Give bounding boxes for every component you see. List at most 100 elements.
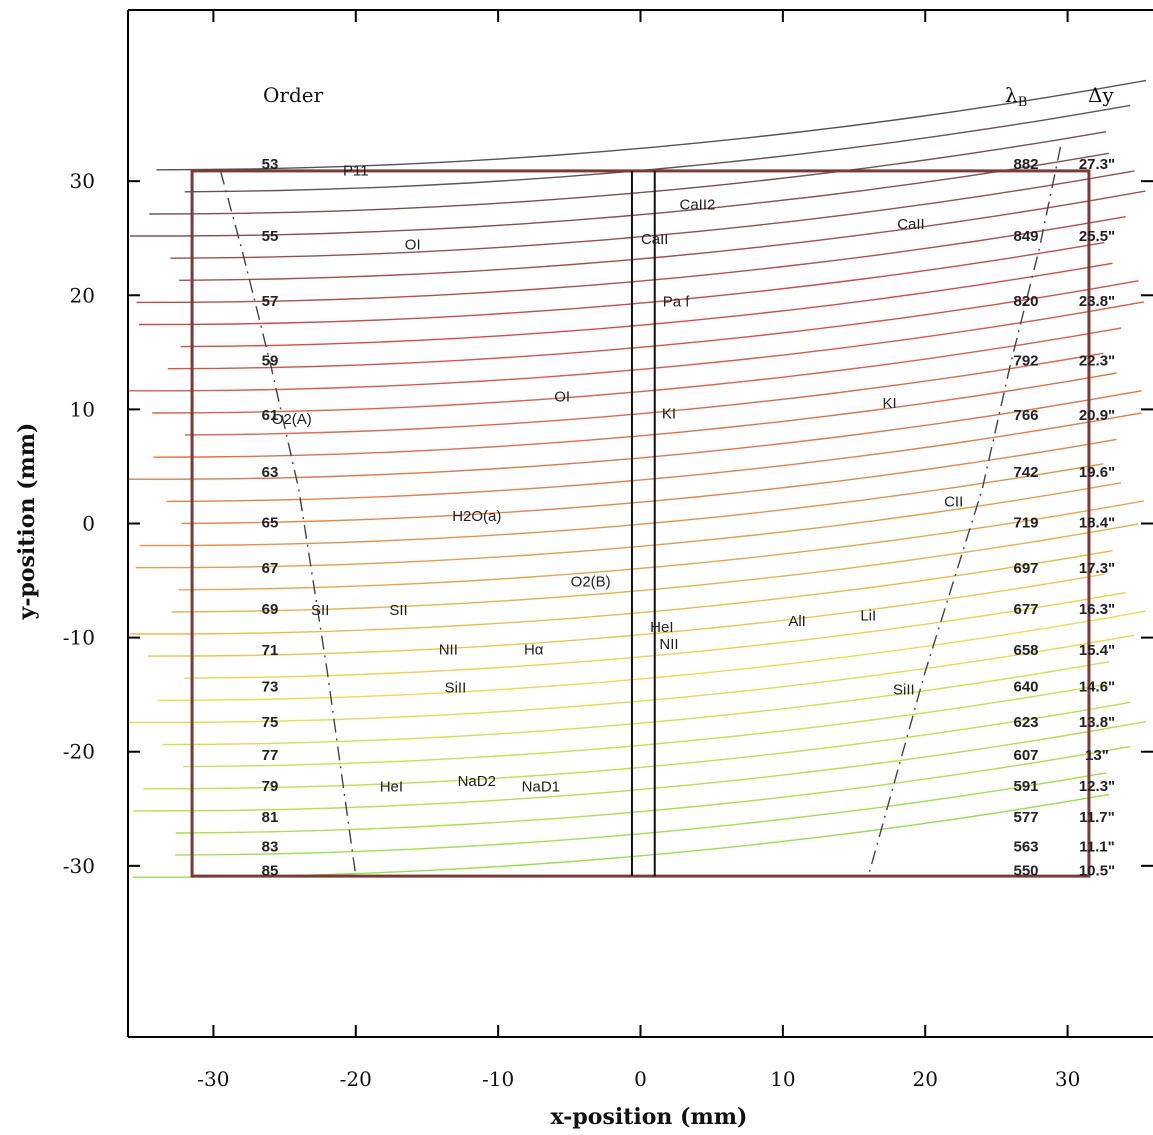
blaze-wavelength: 882	[1013, 156, 1038, 173]
spectral-line-label: Pa f	[663, 294, 691, 311]
order-trace	[156, 79, 1147, 171]
x-tick-label: -20	[340, 1067, 372, 1091]
blaze-wavelength: 766	[1013, 407, 1038, 424]
y-tick-label: -20	[63, 740, 95, 764]
order-separation: 25.5"	[1079, 228, 1115, 245]
order-trace	[139, 463, 1104, 547]
spectral-line-label: CaII2	[680, 197, 716, 214]
order-trace	[143, 701, 1131, 790]
order-trace	[135, 482, 1122, 569]
spectral-line-label: NaD1	[522, 779, 560, 796]
lambda-header-symbol: λ	[1005, 83, 1018, 107]
free-spectral-range-envelopes	[219, 146, 1062, 877]
y-tick-label: 30	[70, 169, 95, 193]
order-header: Order	[263, 83, 324, 107]
blaze-wavelength: 719	[1013, 514, 1038, 531]
order-number: 73	[262, 679, 279, 696]
blaze-wavelength: 591	[1013, 778, 1038, 795]
order-number: 65	[262, 514, 279, 531]
envelope-line	[219, 170, 357, 877]
order-trace	[175, 745, 1131, 834]
spectral-line-label: CII	[944, 493, 963, 510]
y-tick-label: 20	[70, 283, 95, 307]
order-trace	[157, 610, 1146, 702]
dy-header: Δy	[1088, 83, 1114, 107]
order-separation: 22.3"	[1079, 352, 1115, 369]
blaze-wavelength: 607	[1013, 747, 1038, 764]
order-trace	[183, 683, 1107, 768]
order-trace	[148, 573, 1105, 657]
x-tick-label: 0	[634, 1067, 647, 1091]
spectral-line-label: OI	[554, 388, 570, 405]
order-trace	[167, 280, 1139, 370]
spectral-line-label: P11	[343, 162, 369, 179]
order-number: 59	[262, 352, 279, 369]
spectral-line-label: AlI	[788, 613, 806, 630]
order-separation: 10.5"	[1079, 862, 1115, 879]
lambda-header-subscript: B	[1018, 95, 1028, 110]
order-separation: 13.8"	[1079, 714, 1115, 731]
y-axis-ticks: 30 20 10 0 -10 -20 -30	[63, 169, 1153, 878]
spectral-line-label: KI	[883, 395, 897, 412]
y-tick-label: 0	[82, 512, 95, 536]
blaze-wavelength: 820	[1013, 293, 1038, 310]
blaze-wavelength: 742	[1013, 464, 1038, 481]
x-axis-title: x-position (mm)	[551, 1104, 748, 1130]
x-tick-label: 30	[1055, 1067, 1080, 1091]
blaze-wavelength: 577	[1013, 809, 1038, 826]
x-axis-ticks: -30 -20 -10 0 10 20 30	[197, 10, 1080, 1091]
order-trace	[153, 372, 1117, 458]
order-number: 63	[262, 464, 279, 481]
order-number: 71	[262, 642, 279, 659]
order-trace	[184, 352, 1104, 436]
order-number: 55	[262, 228, 279, 245]
order-number: 67	[262, 560, 279, 577]
spectral-line-label: HeI	[650, 619, 673, 636]
order-number: 77	[262, 747, 279, 764]
blaze-wavelength: 792	[1013, 352, 1038, 369]
order-trace	[128, 390, 1142, 480]
order-trace	[178, 500, 1145, 591]
blaze-wavelength: 623	[1013, 714, 1038, 731]
x-tick-label: -10	[482, 1067, 514, 1091]
order-separation: 17.3"	[1079, 560, 1115, 577]
blaze-wavelength: 550	[1013, 862, 1038, 879]
order-traces	[128, 79, 1147, 878]
order-number: 85	[262, 862, 279, 879]
order-separation: 12.3"	[1079, 778, 1115, 795]
blaze-wavelength: 658	[1013, 642, 1038, 659]
order-trace	[179, 190, 1146, 281]
envelope-line	[867, 146, 1062, 877]
spectral-line-label: SII	[311, 602, 329, 619]
spectral-line-label: NII	[659, 636, 678, 653]
order-separation: 14.6"	[1079, 679, 1115, 696]
spectral-line-label: H2O(a)	[452, 508, 501, 525]
order-number: 79	[262, 778, 279, 795]
order-trace	[184, 104, 1131, 193]
spectral-line-label: OI	[405, 237, 421, 254]
spectral-line-label: O2(B)	[571, 573, 611, 590]
spectral-line-label: SiII	[445, 679, 467, 696]
order-trace	[138, 241, 1105, 326]
order-separation: 11.1"	[1079, 838, 1114, 855]
order-separation: 19.6"	[1079, 464, 1115, 481]
spectral-line-label: SiII	[893, 682, 915, 699]
order-trace	[152, 327, 1122, 414]
order-trace	[170, 170, 1135, 259]
spectral-line-label: KI	[662, 406, 676, 423]
order-trace	[130, 550, 1113, 635]
order-separation: 23.8"	[1079, 293, 1115, 310]
order-separation: 11.7"	[1079, 809, 1114, 826]
spectral-line-label: NII	[439, 642, 458, 659]
order-number: 61	[262, 407, 279, 424]
spectral-line-label: SII	[389, 602, 407, 619]
spectral-line-label: CaII	[897, 216, 925, 233]
order-number: 53	[262, 156, 279, 173]
order-number: 75	[262, 714, 279, 731]
x-tick-label: 10	[770, 1067, 795, 1091]
spectral-line-label: NaD2	[458, 773, 496, 790]
blaze-wavelength: 677	[1013, 601, 1038, 618]
y-axis-title: y-position (mm)	[14, 423, 40, 621]
slit-lines	[630, 170, 656, 877]
spectral-line-label: LiI	[860, 607, 876, 624]
